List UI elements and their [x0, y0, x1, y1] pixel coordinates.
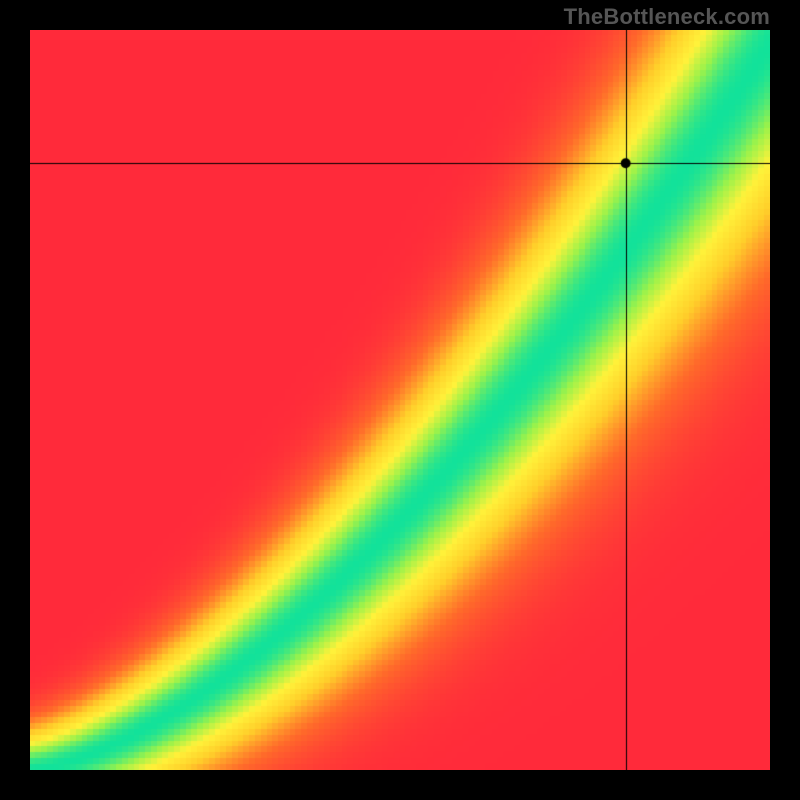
bottleneck-heatmap — [30, 30, 770, 770]
chart-container: TheBottleneck.com — [0, 0, 800, 800]
watermark-text: TheBottleneck.com — [564, 4, 770, 30]
